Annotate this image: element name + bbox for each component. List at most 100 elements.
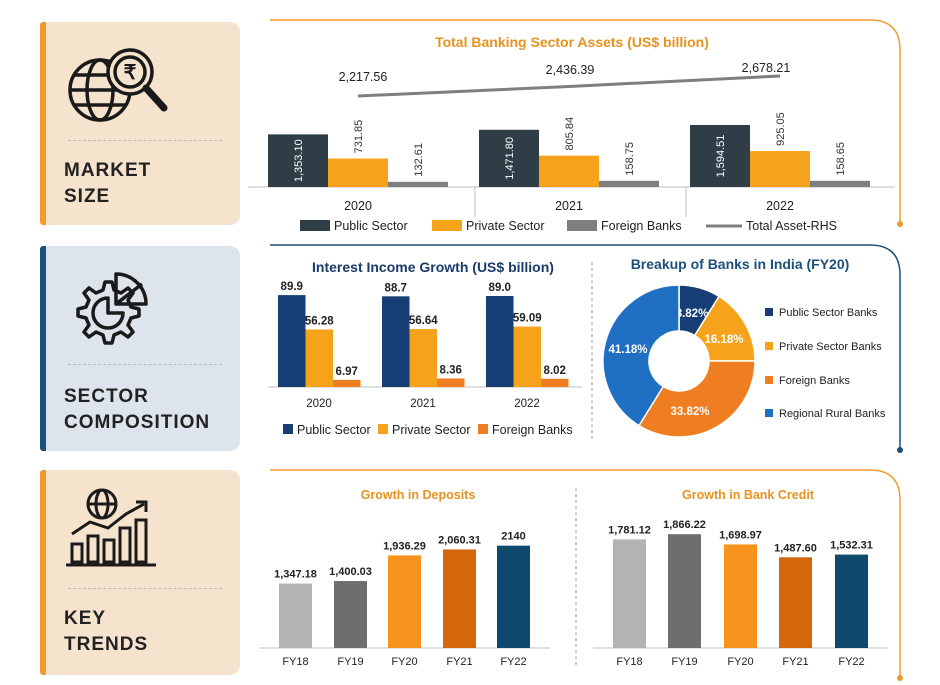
x-tick-label: FY18 <box>616 656 642 668</box>
bar-fy22 <box>835 554 868 648</box>
data-label: 56.64 <box>409 315 438 327</box>
data-label: 1,866.22 <box>663 519 706 531</box>
data-label: 6.97 <box>336 366 358 378</box>
pie-slice <box>602 284 680 427</box>
bar-private-sector <box>305 329 333 387</box>
data-label: 1,471.80 <box>504 137 516 180</box>
data-label: 89.9 <box>281 281 303 293</box>
data-label: 88.7 <box>385 282 407 294</box>
data-label: 56.28 <box>305 315 334 327</box>
legend-swatch <box>378 424 388 434</box>
bar-foreign-banks <box>541 378 569 387</box>
x-tick-label: FY22 <box>500 656 526 668</box>
bar-private-sector <box>328 158 388 187</box>
bar-fy20 <box>388 555 421 648</box>
data-label: 59.09 <box>513 313 542 325</box>
panel-label: KEY TRENDS <box>64 608 149 655</box>
legend-swatch <box>567 220 597 231</box>
pie-label: 8.82% <box>676 308 709 320</box>
panel-accent-bar <box>40 22 46 225</box>
data-label: 1,594.51 <box>715 135 727 178</box>
legend-label: Public Sector <box>334 219 408 233</box>
x-tick-label: FY18 <box>282 656 308 668</box>
x-tick-label: FY19 <box>671 656 697 668</box>
globe-growth-chart-icon <box>66 488 156 567</box>
x-tick-label: 2021 <box>555 199 583 213</box>
bar-foreign-banks <box>599 180 659 187</box>
connector-line-bottom <box>270 469 901 676</box>
bar-private-sector <box>539 155 599 187</box>
data-label: 1,936.29 <box>383 540 426 552</box>
x-tick-label: 2021 <box>410 398 436 410</box>
data-label: 8.36 <box>440 364 462 376</box>
legend-swatch <box>765 308 773 316</box>
legend-label: Foreign Banks <box>601 219 682 233</box>
data-label: 1,698.97 <box>719 529 762 541</box>
chart-title-total-assets: Total Banking Sector Assets (US$ billion… <box>435 34 709 50</box>
panel-market-size: ₹ MARKET SIZE <box>40 22 240 225</box>
panel-label: MARKET SIZE <box>64 160 152 207</box>
bar-public-sector <box>479 129 539 187</box>
legend-swatch <box>300 220 330 231</box>
data-label: 925.05 <box>775 112 787 146</box>
x-tick-label: 2022 <box>766 199 794 213</box>
globe-magnifier-rupee-icon: ₹ <box>68 48 168 122</box>
data-label: 1,487.60 <box>774 542 817 554</box>
bar-fy19 <box>334 581 367 648</box>
legend-label: Public Sector Banks <box>779 307 878 319</box>
chart-title-deposits: Growth in Deposits <box>361 488 476 502</box>
bar-foreign-banks <box>388 181 448 187</box>
pie-slice <box>637 360 756 438</box>
panel-divider <box>68 364 222 365</box>
x-tick-label: FY20 <box>727 656 753 668</box>
panel-accent-bar <box>40 470 46 675</box>
x-tick-label: 2020 <box>306 398 332 410</box>
bar-fy20 <box>724 544 757 648</box>
bar-private-sector <box>513 326 541 387</box>
bar-fy19 <box>668 534 701 648</box>
connector-dot <box>897 447 903 453</box>
bar-public-sector <box>382 296 410 387</box>
pie-label: 16.18% <box>704 334 743 346</box>
connector-dot <box>897 221 903 227</box>
x-tick-label: FY21 <box>446 656 472 668</box>
connector-line-top <box>270 19 901 222</box>
data-label: 2140 <box>501 531 525 543</box>
x-tick-label: FY22 <box>838 656 864 668</box>
legend-label: Foreign Banks <box>779 375 850 387</box>
data-label: 1,400.03 <box>329 566 372 578</box>
bar-fy18 <box>279 583 312 648</box>
data-label: 158.75 <box>624 142 636 176</box>
bar-foreign-banks <box>810 180 870 187</box>
legend-label: Private Sector Banks <box>779 341 882 353</box>
legend-swatch <box>432 220 462 231</box>
legend-label: Foreign Banks <box>492 423 573 437</box>
legend-label: Regional Rural Banks <box>779 408 886 420</box>
data-label: 89.0 <box>489 282 511 294</box>
data-label: 1,781.12 <box>608 524 651 536</box>
data-label: 731.85 <box>353 120 365 154</box>
legend-swatch <box>478 424 488 434</box>
legend-swatch <box>765 376 773 384</box>
panel-accent-bar <box>40 246 46 451</box>
chart-title-bank-credit: Growth in Bank Credit <box>682 488 815 502</box>
data-label: 805.84 <box>564 117 576 151</box>
legend-label: Private Sector <box>466 219 545 233</box>
legend-swatch <box>765 409 773 417</box>
data-label: 132.61 <box>413 143 425 177</box>
bar-fy21 <box>443 549 476 648</box>
x-tick-label: FY19 <box>337 656 363 668</box>
data-label: 2,060.31 <box>438 534 481 546</box>
panel-key-trends: KEY TRENDS <box>40 470 240 675</box>
line-data-label: 2,217.56 <box>339 70 388 84</box>
x-tick-label: 2022 <box>514 398 540 410</box>
bar-public-sector <box>278 295 306 387</box>
legend-label: Public Sector <box>297 423 371 437</box>
bar-fy22 <box>497 545 530 648</box>
data-label: 8.02 <box>544 365 566 377</box>
panel-sector-composition: SECTOR COMPOSITION <box>40 246 240 451</box>
data-label: 158.65 <box>835 142 847 176</box>
legend-label: Total Asset-RHS <box>746 219 837 233</box>
data-label: 1,532.31 <box>830 540 873 552</box>
